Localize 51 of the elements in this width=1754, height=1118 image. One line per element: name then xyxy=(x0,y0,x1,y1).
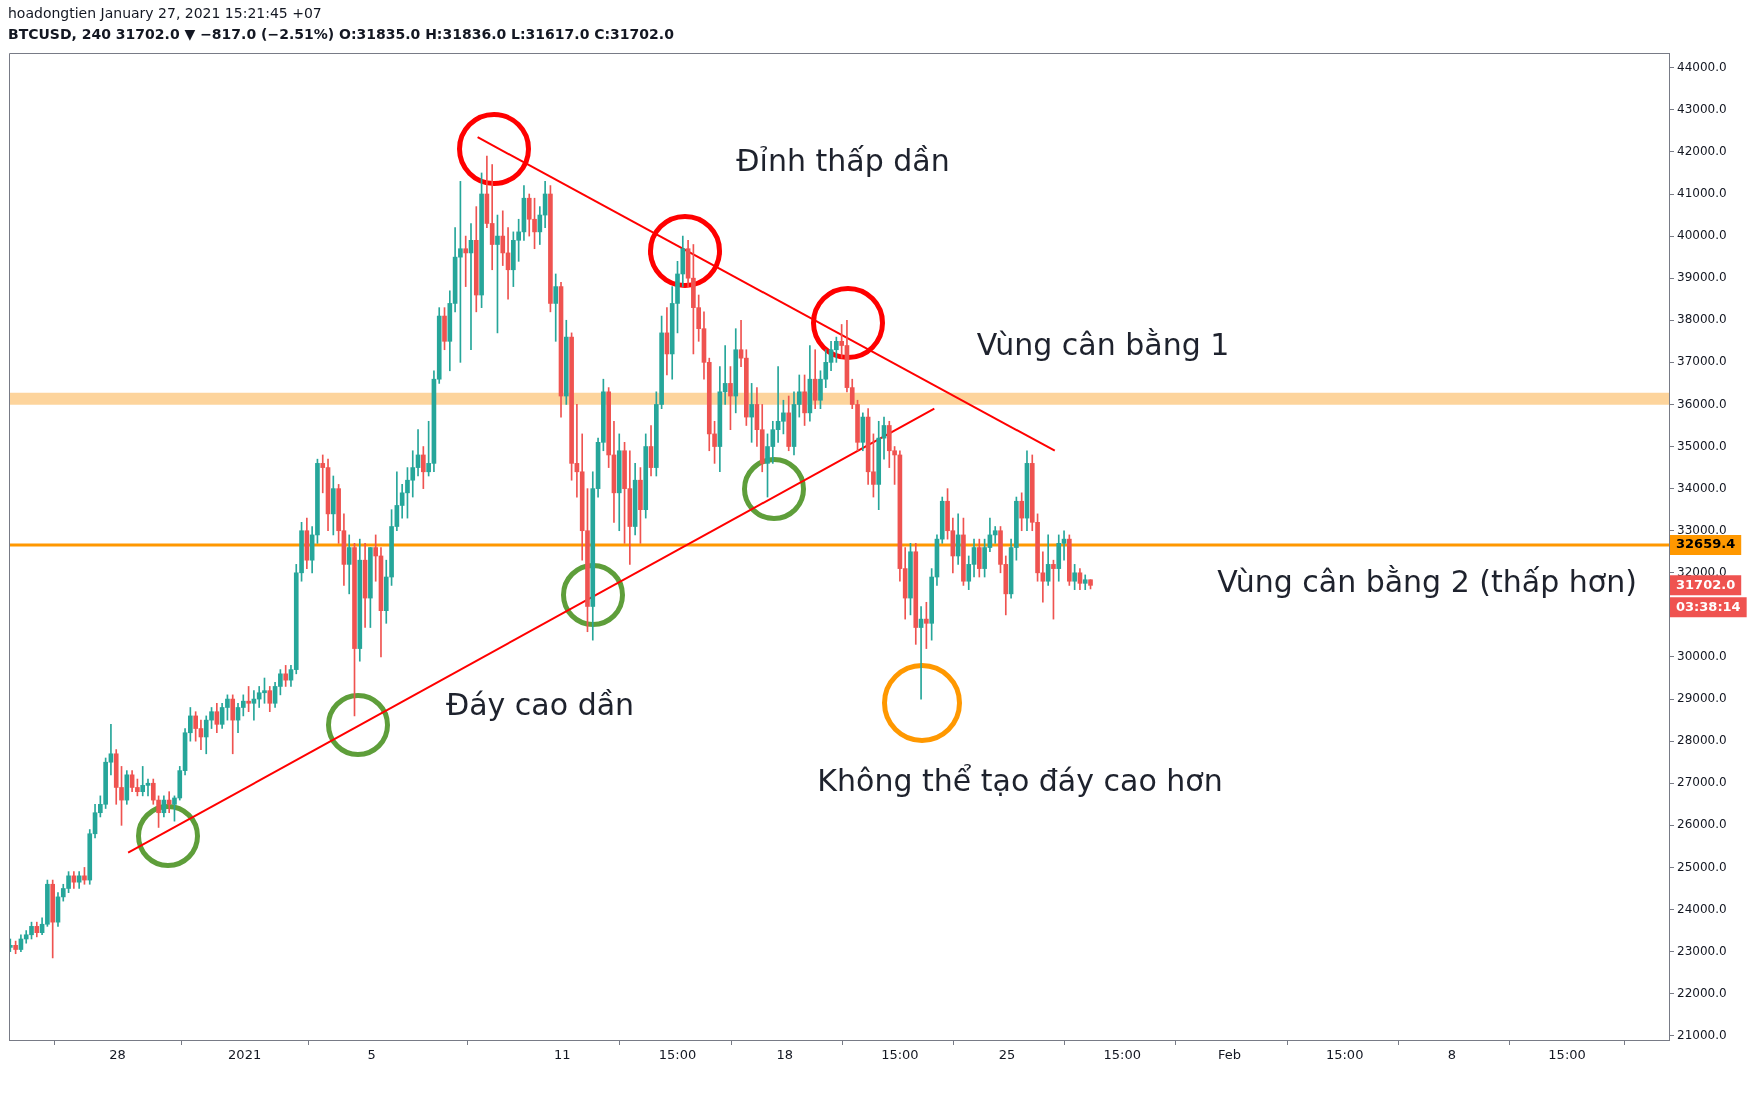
x-tick-label: 2021 xyxy=(228,1047,262,1063)
annotation: Không thể tạo đáy cao hơn xyxy=(817,762,1223,798)
candlestick xyxy=(463,235,469,287)
chart-subtitle: BTCUSD, 240 31702.0 ▼ −817.0 (−2.51%) O:31835.0 H:31836.0 L:31617.0 C:31702.0 xyxy=(8,26,674,42)
y-tick-label: 30000.0 xyxy=(1677,649,1727,664)
x-tick-label: 25 xyxy=(998,1047,1016,1063)
y-tick-label: 28000.0 xyxy=(1677,733,1727,748)
candlestick xyxy=(166,791,172,814)
x-tick-label: 15:00 xyxy=(1103,1047,1142,1063)
candlestick xyxy=(992,526,998,544)
y-tick-label: 39000.0 xyxy=(1677,270,1727,285)
y-tick-label: 29000.0 xyxy=(1677,691,1727,706)
y-tick-label: 34000.0 xyxy=(1677,480,1727,495)
annotation: Vùng cân bằng 1 xyxy=(976,326,1230,362)
y-tick-label: 24000.0 xyxy=(1677,901,1727,916)
text: 03:38:14 xyxy=(1676,598,1741,614)
x-tick-label: 18 xyxy=(776,1047,793,1063)
x-tick-label: 8 xyxy=(1447,1047,1457,1063)
x-tick-label: 5 xyxy=(367,1047,376,1063)
y-tick-label: 38000.0 xyxy=(1677,312,1727,327)
x-tick-label: 11 xyxy=(554,1047,571,1063)
x-tick-label: 15:00 xyxy=(658,1047,697,1063)
candlestick xyxy=(140,766,146,797)
y-tick-label: 26000.0 xyxy=(1677,817,1727,832)
y-tick-label: 25000.0 xyxy=(1677,859,1727,874)
y-tick-label: 23000.0 xyxy=(1677,943,1727,958)
chart-title: hoadongtien January 27, 2021 15:21:45 +07 xyxy=(8,5,322,21)
annotation: Vùng cân bằng 2 (thấp hơn) xyxy=(1217,563,1637,599)
y-tick-label: 35000.0 xyxy=(1677,438,1727,453)
x-tick-label: 15:00 xyxy=(881,1047,919,1063)
x-tick-label: 28 xyxy=(109,1047,126,1063)
y-tick-label: 42000.0 xyxy=(1677,144,1727,159)
x-tick-label: Feb xyxy=(1217,1047,1242,1063)
x-tick-label: 15:00 xyxy=(1548,1047,1586,1063)
y-tick-label: 21000.0 xyxy=(1677,1027,1727,1042)
y-tick-label: 22000.0 xyxy=(1677,985,1727,1000)
y-tick-label: 37000.0 xyxy=(1677,354,1727,369)
y-tick-label: 43000.0 xyxy=(1677,101,1727,116)
annotation: Đáy cao dần xyxy=(445,686,635,722)
y-tick-label: 40000.0 xyxy=(1677,228,1727,243)
y-tick-label: 33000.0 xyxy=(1677,522,1727,537)
y-tick-label: 36000.0 xyxy=(1677,396,1727,411)
y-tick-label: 41000.0 xyxy=(1677,186,1727,201)
text: 31702.0 xyxy=(1676,576,1736,592)
y-tick-label: 27000.0 xyxy=(1677,775,1727,790)
candlestick xyxy=(373,534,379,582)
ref-line-label: 32659.4 xyxy=(1676,536,1736,552)
candlestick xyxy=(489,164,495,271)
x-tick-label: 15:00 xyxy=(1325,1047,1364,1063)
annotation: Đỉnh thấp dần xyxy=(736,142,950,178)
y-tick-label: 44000.0 xyxy=(1677,59,1727,74)
